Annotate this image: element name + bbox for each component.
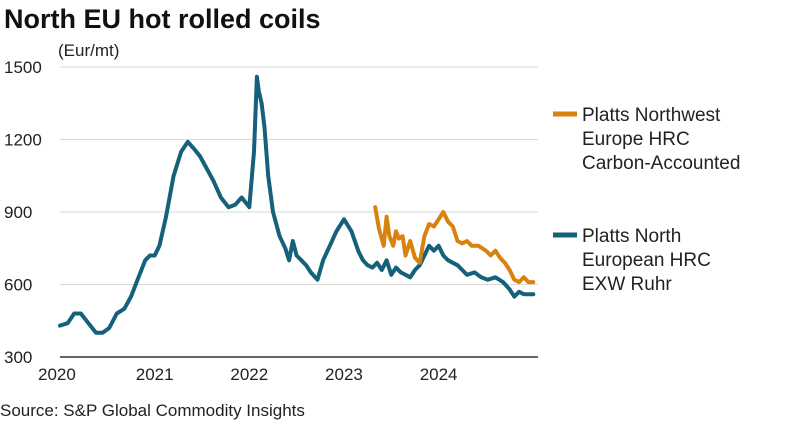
y-tick-label: 300 (4, 348, 32, 367)
x-tick-label: 2022 (230, 365, 268, 384)
x-tick-label: 2023 (325, 365, 363, 384)
legend: Platts Northwest Europe HRC Carbon-Accou… (553, 105, 740, 295)
legend-label-line-2: Europe HRC (582, 129, 690, 150)
legend-label-line-2: European HRC (582, 250, 711, 271)
legend-label-line-3: Carbon-Accounted (582, 153, 740, 174)
series-lines (58, 74, 536, 335)
grid-lines (60, 66, 538, 285)
legend-label-line-3: EXW Ruhr (582, 274, 672, 295)
legend-label-line-1: Platts Northwest (582, 105, 721, 126)
y-tick-labels: 300 600 900 1200 1500 (4, 58, 42, 367)
y-tick-label: 1500 (4, 58, 42, 77)
legend-item-exw-ruhr: Platts North European HRC EXW Ruhr (553, 226, 711, 295)
x-tick-label: 2020 (38, 365, 76, 384)
legend-label-line-1: Platts North (582, 226, 681, 247)
x-tick-label: 2024 (420, 365, 458, 384)
y-tick-label: 900 (4, 203, 32, 222)
y-tick-label: 1200 (4, 131, 42, 150)
x-tick-label: 2021 (136, 365, 174, 384)
legend-item-carbon-accounted: Platts Northwest Europe HRC Carbon-Accou… (553, 105, 740, 174)
chart-title: North EU hot rolled coils (4, 4, 321, 34)
series-line-exw-ruhr (58, 74, 536, 335)
x-tick-labels: 2020 2021 2022 2023 2024 (38, 365, 458, 384)
series-line-carbon-accounted (373, 205, 536, 285)
y-tick-label: 600 (4, 276, 32, 295)
y-axis-unit-label: (Eur/mt) (58, 41, 119, 60)
source-note: Source: S&P Global Commodity Insights (0, 401, 305, 420)
